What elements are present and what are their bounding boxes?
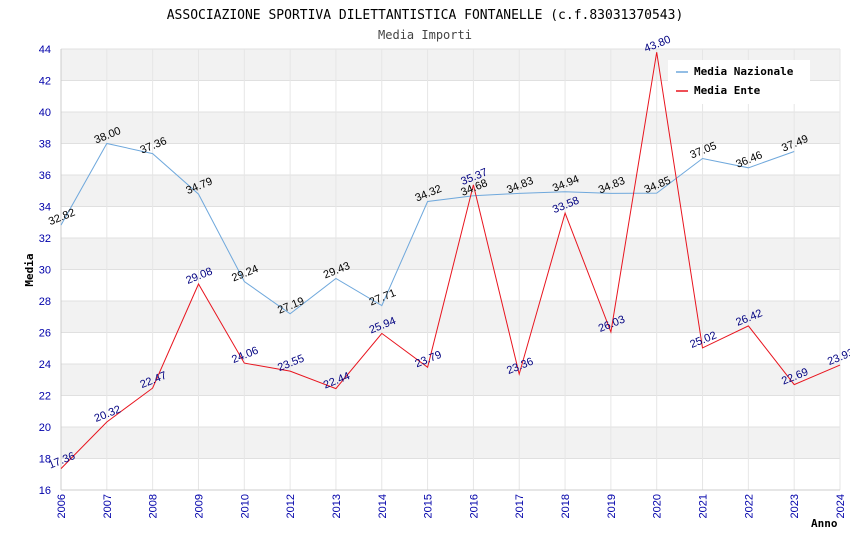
y-tick-label: 30	[39, 265, 51, 277]
x-tick-labels: 2006 2007 2008 2009 2010 2012 2013 2014 2015 2016…	[56, 494, 847, 518]
y-tick-label: 24	[39, 359, 51, 371]
x-tick-label: 2014	[377, 494, 389, 518]
y-axis-label: Media	[23, 253, 36, 286]
series-line-media-ente	[60, 52, 841, 469]
x-tick-label: 2024	[835, 494, 847, 518]
y-tick-label: 44	[39, 44, 51, 56]
grid-band	[61, 364, 840, 396]
y-tick-label: 32	[39, 233, 51, 245]
x-tick-label: 2018	[560, 494, 572, 518]
data-label: 32.82	[47, 207, 77, 228]
x-axis-label: Anno	[811, 517, 838, 530]
x-tick-label: 2021	[698, 494, 710, 518]
y-tick-label: 38	[39, 139, 51, 151]
grid-band	[61, 175, 840, 207]
legend-label-media-nazionale: Media Nazionale	[694, 65, 794, 78]
legend: Media Nazionale Media Ente	[668, 60, 810, 104]
x-tick-label: 2015	[423, 494, 435, 518]
grid-lines	[60, 48, 841, 491]
series-line-media-nazionale	[60, 142, 795, 315]
y-tick-label: 42	[39, 76, 51, 88]
chart-title: ASSOCIAZIONE SPORTIVA DILETTANTISTICA FO…	[167, 8, 684, 23]
y-tick-label: 26	[39, 328, 51, 340]
data-label: 23.93	[826, 347, 850, 368]
x-tick-label: 2016	[468, 494, 480, 518]
grid-band	[61, 112, 840, 144]
x-tick-label: 2006	[56, 494, 68, 518]
y-tick-label: 18	[39, 454, 51, 466]
legend-label-media-ente: Media Ente	[694, 84, 761, 97]
x-tick-label: 2017	[514, 494, 526, 518]
x-tick-label: 2013	[331, 494, 343, 518]
y-tick-label: 16	[39, 485, 51, 497]
grid-bands	[61, 49, 840, 459]
grid-band	[61, 238, 840, 270]
axes	[60, 49, 840, 491]
grid-band	[61, 427, 840, 459]
y-tick-label: 34	[39, 202, 51, 214]
x-tick-label: 2023	[789, 494, 801, 518]
x-tick-label: 2009	[193, 494, 205, 518]
y-tick-labels: 16 18 20 22 24 26 28 30 32 34 36 38 40 42 44	[39, 44, 51, 497]
x-tick-label: 2008	[148, 494, 160, 518]
y-tick-label: 36	[39, 170, 51, 182]
y-tick-label: 40	[39, 107, 51, 119]
legend-box	[668, 60, 810, 104]
x-tick-label: 2019	[606, 494, 618, 518]
x-tick-label: 2010	[239, 494, 251, 518]
x-tick-label: 2022	[743, 494, 755, 518]
chart-subtitle: Media Importi	[378, 28, 472, 42]
grid-band	[61, 301, 840, 333]
y-tick-label: 28	[39, 296, 51, 308]
x-tick-label: 2007	[102, 494, 114, 518]
x-tick-label: 2012	[285, 494, 297, 518]
x-tick-label: 2020	[652, 494, 664, 518]
y-tick-label: 22	[39, 391, 51, 403]
series-lines	[60, 52, 841, 469]
y-tick-label: 20	[39, 422, 51, 434]
